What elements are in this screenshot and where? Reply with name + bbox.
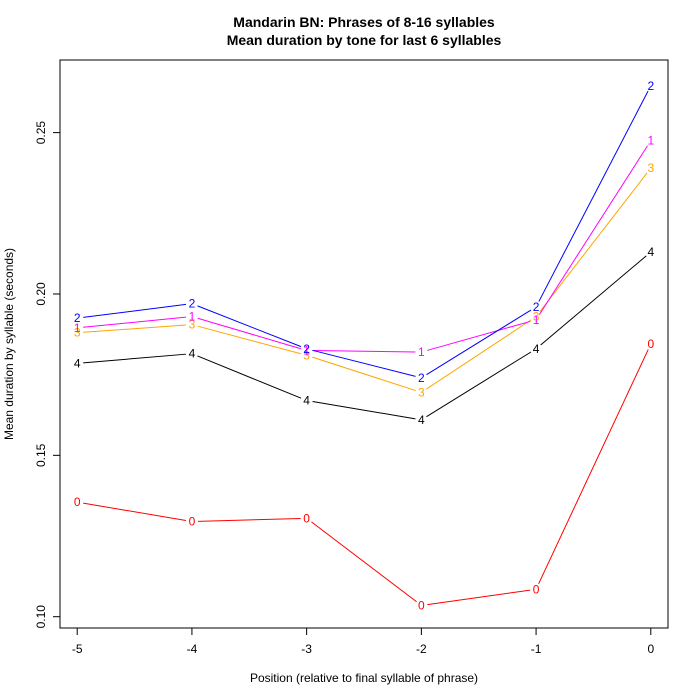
data-point-marker: 4 [189,347,196,361]
series-segment [427,589,531,606]
data-point-marker: 2 [303,342,310,356]
data-point-marker: 0 [647,337,654,351]
x-tick-label: -2 [416,642,427,656]
series-segment [312,350,416,353]
data-point-marker: 3 [418,385,425,399]
series-segment [197,355,302,399]
x-tick-label: -5 [72,642,83,656]
series-segment [83,316,187,328]
data-point-marker: 2 [533,300,540,314]
data-point-marker: 1 [533,313,540,327]
y-tick-label: 0.15 [34,443,48,467]
series-segment [312,400,416,420]
data-point-marker: 0 [303,511,310,525]
data-point-marker: 1 [74,321,81,335]
y-tick-label: 0.25 [34,121,48,145]
data-point-marker: 1 [303,343,310,357]
series-segment [312,356,416,392]
data-point-marker: 0 [533,582,540,596]
y-ticks: 0.10 0.15 0.20 0.25 [34,121,60,629]
series-tone-0: 0 0 0 0 0 0 [74,337,655,612]
data-point-marker: 0 [74,495,81,509]
series-segment [197,517,301,522]
series-segment [538,349,649,585]
data-point-marker: 3 [303,348,310,362]
x-axis-label: Position (relative to final syllable of … [250,671,478,685]
series-tone-2: 2 2 2 2 2 2 [74,79,655,385]
x-tick-label: -3 [301,642,312,656]
series-segment [83,502,187,521]
chart-title: Mandarin BN: Phrases of 8-16 syllables [233,14,495,30]
series-segment [83,303,187,318]
data-point-marker: 1 [418,345,425,359]
plot-frame [59,59,669,629]
chart-subtitle: Mean duration by tone for last 6 syllabl… [227,32,502,48]
data-point-marker: 4 [303,393,310,407]
x-tick-label: -4 [187,642,198,656]
data-point-marker: 1 [647,134,654,148]
data-point-marker: 3 [74,326,81,340]
series-tone-4: 4 4 4 4 4 4 [74,245,655,427]
series-segment [197,325,301,355]
series-segment [426,320,531,351]
series-segment [426,351,532,418]
y-axis-label: Mean duration by syllable (seconds) [2,248,16,440]
series-segment [83,353,186,364]
data-point-marker: 4 [533,342,540,356]
data-point-marker: 4 [418,413,425,427]
data-point-marker: 3 [189,318,196,332]
series-segment [197,317,302,350]
y-tick-label: 0.20 [34,282,48,306]
data-point-marker: 0 [189,515,196,529]
series-segment [426,309,532,376]
series-segment [538,90,649,302]
data-point-marker: 0 [418,598,425,612]
x-tick-label: 0 [647,642,654,656]
data-point-marker: 2 [189,297,196,311]
data-point-marker: 2 [647,79,654,93]
data-point-marker: 3 [647,161,654,175]
series-segment [538,145,648,316]
series-segment [197,305,302,348]
series-tone-1: 1 1 1 1 1 1 [74,134,655,359]
data-point-marker: 2 [418,371,425,385]
series-segment [312,349,416,377]
series-tone-3: 3 3 3 3 3 3 [74,161,655,399]
series-segment [540,255,647,346]
y-tick-label: 0.10 [34,605,48,629]
x-tick-label: -1 [531,642,542,656]
data-point-marker: 4 [647,245,654,259]
data-point-marker: 2 [74,311,81,325]
x-ticks: -5 -4 -3 -2 -1 0 [72,628,654,656]
series-segment [426,319,532,390]
data-point-marker: 1 [189,310,196,324]
series-segment [539,172,648,313]
data-point-marker: 3 [533,310,540,324]
series-segment [83,324,186,333]
series-segment [311,521,417,603]
data-point-marker: 4 [74,356,81,370]
